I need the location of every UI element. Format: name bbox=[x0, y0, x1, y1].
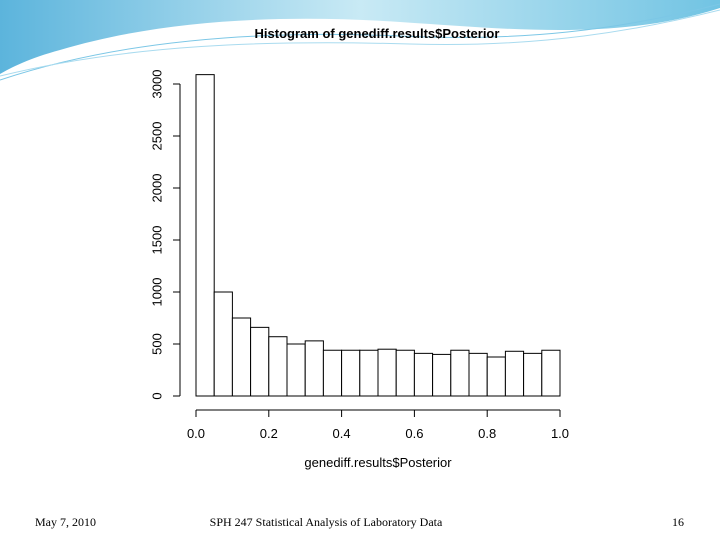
swoosh-line bbox=[0, 9, 720, 77]
x-tick-label: 1.0 bbox=[551, 426, 569, 441]
y-tick-label: 500 bbox=[149, 333, 164, 355]
bar bbox=[195, 74, 215, 397]
bar bbox=[231, 317, 252, 397]
y-tick-label: 2000 bbox=[149, 174, 164, 203]
y-tick-label: 1000 bbox=[149, 278, 164, 307]
y-tick-label: 3000 bbox=[149, 70, 164, 99]
bar bbox=[250, 326, 270, 397]
bar bbox=[268, 336, 288, 397]
bar bbox=[504, 350, 525, 397]
x-tick-label: 0.0 bbox=[187, 426, 205, 441]
y-tick-label: 1500 bbox=[149, 226, 164, 255]
bar bbox=[286, 343, 306, 397]
bar bbox=[468, 352, 488, 397]
bar bbox=[322, 349, 343, 397]
footer-title: SPH 247 Statistical Analysis of Laborato… bbox=[210, 515, 443, 529]
bar bbox=[541, 349, 561, 397]
bar bbox=[359, 349, 379, 397]
bar bbox=[523, 352, 543, 397]
bar bbox=[377, 348, 397, 397]
bar bbox=[304, 340, 324, 397]
bar bbox=[432, 353, 452, 397]
page-number: 16 bbox=[672, 515, 684, 529]
x-tick-label: 0.4 bbox=[333, 426, 351, 441]
y-tick-label: 0 bbox=[149, 392, 164, 399]
swoosh-line bbox=[0, 3, 720, 81]
chart-title: Histogram of genediff.results$Posterior bbox=[255, 26, 500, 41]
bar bbox=[213, 291, 233, 397]
x-axis-label: genediff.results$Posterior bbox=[304, 455, 452, 470]
bar bbox=[413, 352, 434, 397]
bar bbox=[395, 349, 415, 397]
plot: 0 500 1000 1500 2000 2500 3000 0.0 0.2 0.4 0.6 0.8 1… bbox=[149, 70, 569, 441]
footer-date: May 7, 2010 bbox=[35, 515, 96, 529]
x-tick-label: 0.6 bbox=[405, 426, 423, 441]
bar bbox=[341, 349, 361, 397]
x-tick-label: 0.8 bbox=[478, 426, 496, 441]
bar bbox=[450, 349, 470, 397]
header-swoosh bbox=[0, 0, 720, 74]
bar bbox=[486, 356, 506, 397]
x-tick-label: 0.2 bbox=[260, 426, 278, 441]
y-tick-label: 2500 bbox=[149, 122, 164, 151]
